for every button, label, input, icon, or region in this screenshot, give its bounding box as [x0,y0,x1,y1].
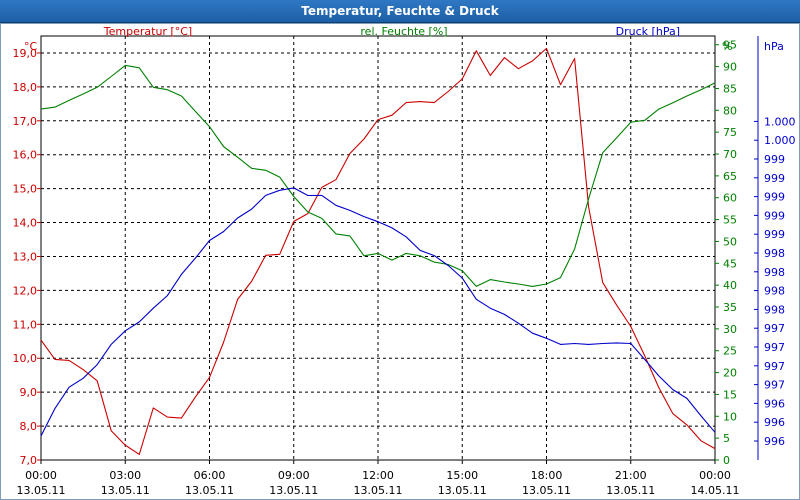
x-tick-date: 13.05.11 [17,484,66,497]
temp-tick-label: 14,0 [13,217,38,230]
temp-tick-label: 11,0 [13,318,38,331]
x-tick-time: 12:00 [362,469,394,482]
humidity-tick-label: 85 [723,82,737,95]
x-tick-date: 13.05.11 [522,484,571,497]
temp-unit-label: °C [24,40,38,53]
humidity-axis-title: rel. Feuchte [%] [360,25,447,38]
pressure-line [40,187,716,437]
temp-tick-label: 16,0 [13,149,38,162]
x-tick-date: 13.05.11 [354,484,403,497]
temp-tick-label: 13,0 [13,250,38,263]
temp-tick-label: 8,0 [20,420,38,433]
humidity-tick-label: 50 [723,235,737,248]
humidity-tick-label: 35 [723,301,737,314]
humidity-tick-label: 75 [723,126,737,139]
pressure-tick-label: 1.000 [764,115,796,128]
x-tick-date: 13.05.11 [101,484,150,497]
humidity-tick-label: 40 [723,279,737,292]
pressure-tick-label: 999 [764,172,785,185]
temp-tick-label: 9,0 [20,386,38,399]
pressure-tick-label: 999 [764,228,785,241]
humidity-tick-label: 5 [723,432,730,445]
humidity-tick-label: 95 [723,39,737,52]
pressure-axis-title: Druck [hPa] [616,25,680,38]
x-tick-time: 03:00 [109,469,141,482]
x-tick-time: 06:00 [194,469,226,482]
humidity-tick-label: 60 [723,192,737,205]
humidity-tick-label: 90 [723,61,737,74]
pressure-tick-label: 996 [764,416,785,429]
temp-tick-label: 18,0 [13,81,38,94]
humidity-tick-label: 0 [723,454,730,467]
temp-axis-title: Temperatur [°C] [103,25,192,38]
temp-tick-label: 10,0 [13,352,38,365]
temp-tick-label: 19,0 [13,47,38,60]
pressure-tick-label: 999 [764,153,785,166]
temp-tick-label: 15,0 [13,183,38,196]
x-tick-time: 18:00 [531,469,563,482]
pressure-unit-label: hPa [764,40,784,53]
humidity-tick-label: 10 [723,410,737,423]
humidity-tick-label: 80 [723,104,737,117]
humidity-tick-label: 65 [723,170,737,183]
x-tick-date: 13.05.11 [269,484,318,497]
humidity-tick-label: 20 [723,367,737,380]
x-tick-time: 09:00 [278,469,310,482]
pressure-tick-label: 996 [764,435,785,448]
humidity-tick-label: 25 [723,345,737,358]
x-tick-time: 21:00 [615,469,647,482]
humidity-tick-label: 30 [723,323,737,336]
pressure-tick-label: 1.000 [764,134,796,147]
x-tick-date: 14.05.11 [691,484,740,497]
x-tick-time: 00:00 [699,469,731,482]
x-tick-date: 13.05.11 [606,484,655,497]
pressure-tick-label: 996 [764,397,785,410]
temp-tick-label: 12,0 [13,284,38,297]
pressure-tick-label: 998 [764,247,785,260]
x-tick-date: 13.05.11 [185,484,234,497]
x-tick-time: 00:00 [25,469,57,482]
pressure-tick-label: 998 [764,303,785,316]
pressure-tick-label: 998 [764,285,785,298]
pressure-tick-label: 999 [764,209,785,222]
pressure-tick-label: 997 [764,360,785,373]
temp-tick-label: 7,0 [20,454,38,467]
pressure-tick-label: 999 [764,191,785,204]
pressure-tick-label: 998 [764,266,785,279]
pressure-tick-label: 997 [764,322,785,335]
humidity-line [40,64,716,287]
humidity-tick-label: 55 [723,214,737,227]
pressure-tick-label: 997 [764,379,785,392]
pressure-tick-label: 997 [764,341,785,354]
title-bar: Temperatur, Feuchte & Druck [0,0,800,23]
temperature-line [40,47,716,455]
humidity-tick-label: 70 [723,148,737,161]
humidity-tick-label: 45 [723,257,737,270]
humidity-unit-label: % [722,40,732,53]
x-tick-date: 13.05.11 [438,484,487,497]
temp-tick-label: 17,0 [13,115,38,128]
humidity-tick-label: 15 [723,388,737,401]
x-tick-time: 15:00 [446,469,478,482]
window-title: Temperatur, Feuchte & Druck [301,4,499,18]
